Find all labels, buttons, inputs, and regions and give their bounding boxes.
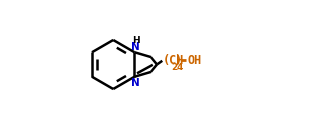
Text: 2: 2 <box>171 63 178 72</box>
Text: N: N <box>131 78 140 88</box>
Text: N: N <box>131 42 140 52</box>
Text: 4: 4 <box>176 63 183 72</box>
Text: H: H <box>132 36 139 45</box>
Text: (CH: (CH <box>163 54 184 67</box>
Text: OH: OH <box>188 54 202 67</box>
Text: ): ) <box>174 54 181 67</box>
